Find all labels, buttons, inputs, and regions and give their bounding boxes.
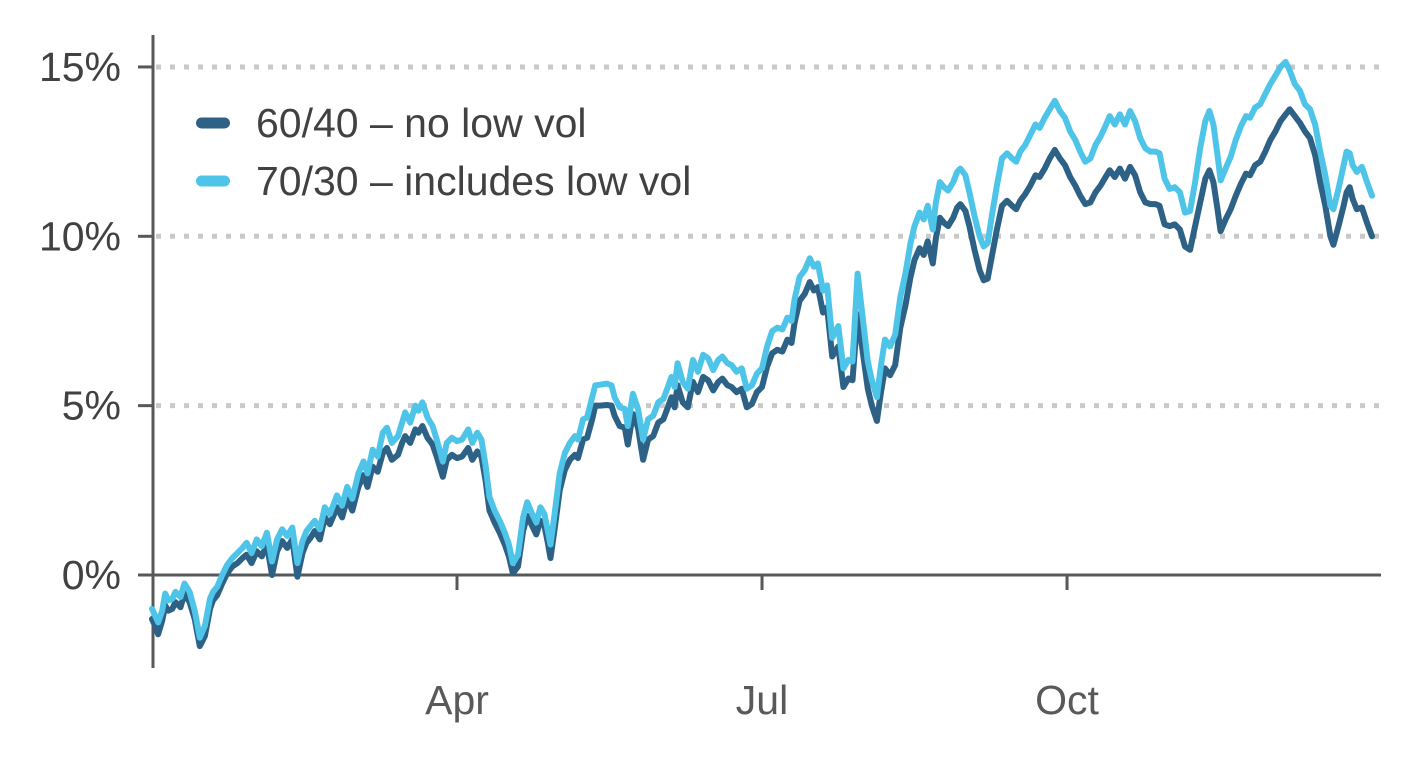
y-tick-label: 10% bbox=[39, 213, 121, 259]
x-tick-label: Oct bbox=[1035, 677, 1099, 723]
x-tick-label: Apr bbox=[425, 677, 489, 723]
y-tick-label: 5% bbox=[62, 383, 121, 429]
legend-label: 60/40 – no low vol bbox=[256, 100, 587, 146]
y-tick-label: 0% bbox=[62, 552, 121, 598]
legend-swatch-70-30 bbox=[196, 175, 230, 187]
legend-swatch-60-40 bbox=[196, 117, 230, 129]
series-line-70-30 bbox=[149, 58, 1375, 641]
y-tick-label: 15% bbox=[39, 44, 121, 90]
legend-label: 70/30 – includes low vol bbox=[256, 158, 691, 204]
x-tick-label: Jul bbox=[736, 677, 788, 723]
series-line-60-40 bbox=[149, 106, 1375, 650]
